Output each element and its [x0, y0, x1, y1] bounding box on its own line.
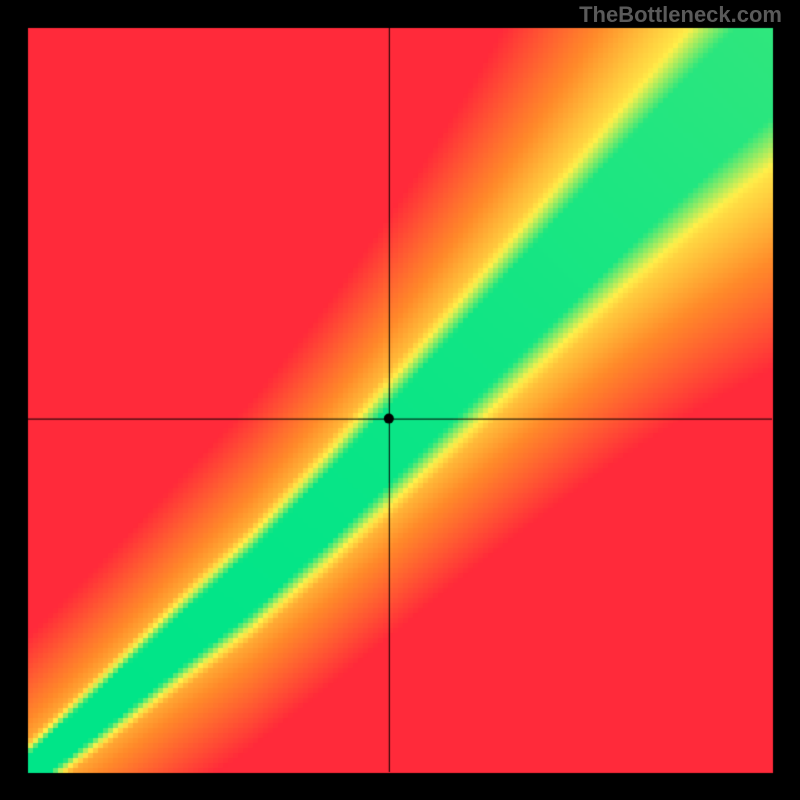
- chart-container: TheBottleneck.com: [0, 0, 800, 800]
- bottleneck-heatmap-canvas: [0, 0, 800, 800]
- watermark-text: TheBottleneck.com: [579, 2, 782, 28]
